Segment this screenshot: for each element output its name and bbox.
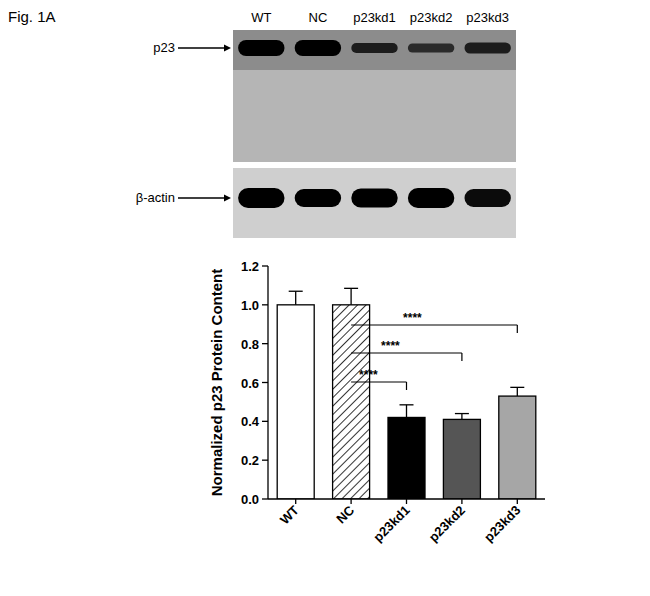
bar xyxy=(388,417,425,499)
significance-bracket xyxy=(351,325,517,333)
y-tick xyxy=(262,304,268,305)
x-tick-label: p23kd3 xyxy=(481,503,523,545)
error-cap xyxy=(344,288,358,289)
y-tick xyxy=(262,460,268,461)
bar xyxy=(443,419,480,499)
x-tick-label: WT xyxy=(277,502,302,527)
row-arrowhead xyxy=(224,195,231,202)
figure-label: Fig. 1A xyxy=(8,8,56,25)
blot-shade xyxy=(233,70,516,162)
bracket-drop xyxy=(517,325,518,333)
x-tick xyxy=(406,499,407,504)
error-cap xyxy=(400,404,414,405)
error-bar xyxy=(344,288,358,305)
blot-band xyxy=(295,40,341,56)
bracket-line xyxy=(351,324,517,325)
lane-label: p23kd3 xyxy=(466,10,509,25)
bar xyxy=(277,305,314,499)
error-cap xyxy=(289,291,303,292)
blot-band xyxy=(408,44,454,53)
bars xyxy=(277,288,536,499)
y-tick xyxy=(262,382,268,383)
significance-label: **** xyxy=(381,339,400,353)
row-label: β-actin xyxy=(136,190,175,205)
blot-band xyxy=(238,40,284,56)
y-tick-label: 0.8 xyxy=(241,337,259,352)
error-bar xyxy=(289,291,303,305)
blot-band xyxy=(408,188,454,208)
blot-band xyxy=(351,43,397,53)
blot-band xyxy=(464,43,510,54)
error-bar xyxy=(400,405,414,418)
error-stem xyxy=(517,387,518,396)
y-tick xyxy=(262,498,268,499)
y-tick xyxy=(262,265,268,266)
x-tick-label: NC xyxy=(333,502,357,526)
row-arrowhead xyxy=(224,45,231,52)
error-cap xyxy=(455,413,469,414)
error-cap xyxy=(510,387,524,388)
y-tick-label: 0.0 xyxy=(241,492,259,507)
bar xyxy=(499,396,536,499)
significance-bracket xyxy=(351,353,462,361)
blot-band xyxy=(295,189,341,207)
bracket-drop xyxy=(406,382,407,390)
bracket-line xyxy=(351,352,462,353)
y-tick xyxy=(262,421,268,422)
x-tick xyxy=(517,499,518,504)
bar xyxy=(333,305,370,499)
x-tick-label: p23kd1 xyxy=(370,503,412,545)
lane-label: p23kd1 xyxy=(353,10,396,25)
error-bar xyxy=(510,387,524,396)
error-stem xyxy=(461,414,462,420)
bracket-drop xyxy=(461,353,462,361)
blot-band xyxy=(351,189,397,208)
y-tick-label: 0.6 xyxy=(241,376,259,391)
y-axis-label: Normalized p23 Protein Content xyxy=(208,269,225,497)
y-tick-label: 0.4 xyxy=(241,414,260,429)
blot-panel xyxy=(233,168,516,238)
row-arrow xyxy=(178,197,229,198)
blot-band xyxy=(464,189,510,207)
error-stem xyxy=(406,405,407,418)
blot-band xyxy=(238,188,284,208)
y-tick-label: 1.0 xyxy=(241,298,259,313)
row-label: p23 xyxy=(153,40,175,55)
x-tick-label: p23kd2 xyxy=(426,503,468,545)
y-tick-label: 0.2 xyxy=(241,453,259,468)
lane-label: NC xyxy=(309,10,328,25)
lane-label: WT xyxy=(251,10,271,25)
error-stem xyxy=(295,291,296,305)
y-tick xyxy=(262,343,268,344)
error-stem xyxy=(350,288,351,305)
row-arrow xyxy=(178,47,229,48)
y-tick-label: 1.2 xyxy=(241,259,259,274)
x-tick xyxy=(461,499,462,504)
x-tick xyxy=(295,499,296,504)
x-tick xyxy=(350,499,351,504)
blot-panel xyxy=(233,30,516,162)
significance-label: **** xyxy=(403,311,422,325)
figure: Fig. 1A WT NC p23kd1 p23kd2 p23kd3 p23 β-actin 0… xyxy=(0,0,650,596)
significance-bracket xyxy=(351,382,406,390)
significance-label: **** xyxy=(359,368,378,382)
lane-label: p23kd2 xyxy=(410,10,453,25)
error-bar xyxy=(455,414,469,420)
